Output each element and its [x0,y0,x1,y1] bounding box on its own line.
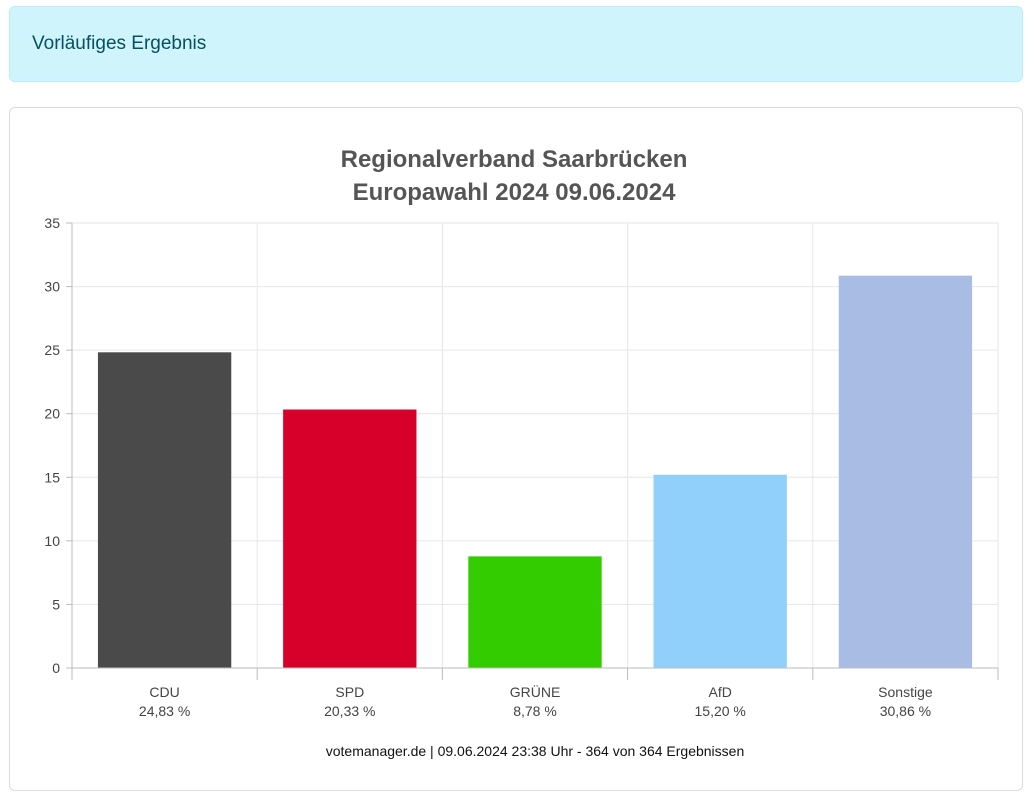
bar-chart: 0 5 10 15 20 25 30 35 CDU 24,83 % SPD 20,33 % GRÜNE 8… [44,146,999,759]
x-category-label: GRÜNE [510,683,561,700]
y-tick-label: 0 [52,660,60,676]
x-value-label: 15,20 % [695,703,746,719]
labels: 0 5 10 15 20 25 30 35 CDU 24,83 % SPD 20,33 % GRÜNE 8… [44,215,932,719]
x-value-label: 20,33 % [324,703,375,719]
x-category-label: CDU [149,684,179,700]
bar-afd [653,474,787,668]
y-tick-label: 15 [44,469,60,485]
y-tick-label: 10 [44,533,60,549]
chart-title-line-2: Europawahl 2024 09.06.2024 [353,179,677,206]
axes [71,223,998,680]
y-tick-label: 30 [44,279,60,295]
y-tick-label: 35 [44,215,60,231]
bar-grne [468,556,602,668]
x-value-label: 30,86 % [880,703,931,719]
chart-title-line-1: Regionalverband Saarbrücken [341,146,688,173]
alert-text: Vorläufiges Ergebnis [32,33,207,54]
x-category-label: SPD [335,684,364,700]
x-value-label: 8,78 % [513,703,557,719]
x-value-label: 24,83 % [139,703,190,719]
y-tick-label: 5 [52,596,60,612]
bar-sonstige [838,275,973,668]
chart-credit: votemanager.de | 09.06.2024 23:38 Uhr - … [326,743,745,759]
bars [97,275,973,668]
y-tick-label: 20 [44,406,60,422]
preliminary-result-alert: Vorläufiges Ergebnis [9,6,1023,82]
x-category-label: AfD [709,684,732,700]
bar-spd [283,409,417,668]
y-tick-label: 25 [44,342,60,358]
x-category-label: Sonstige [878,684,933,700]
bar-cdu [97,352,232,668]
chart-card: 0 5 10 15 20 25 30 35 CDU 24,83 % SPD 20,33 % GRÜNE 8… [9,107,1023,791]
